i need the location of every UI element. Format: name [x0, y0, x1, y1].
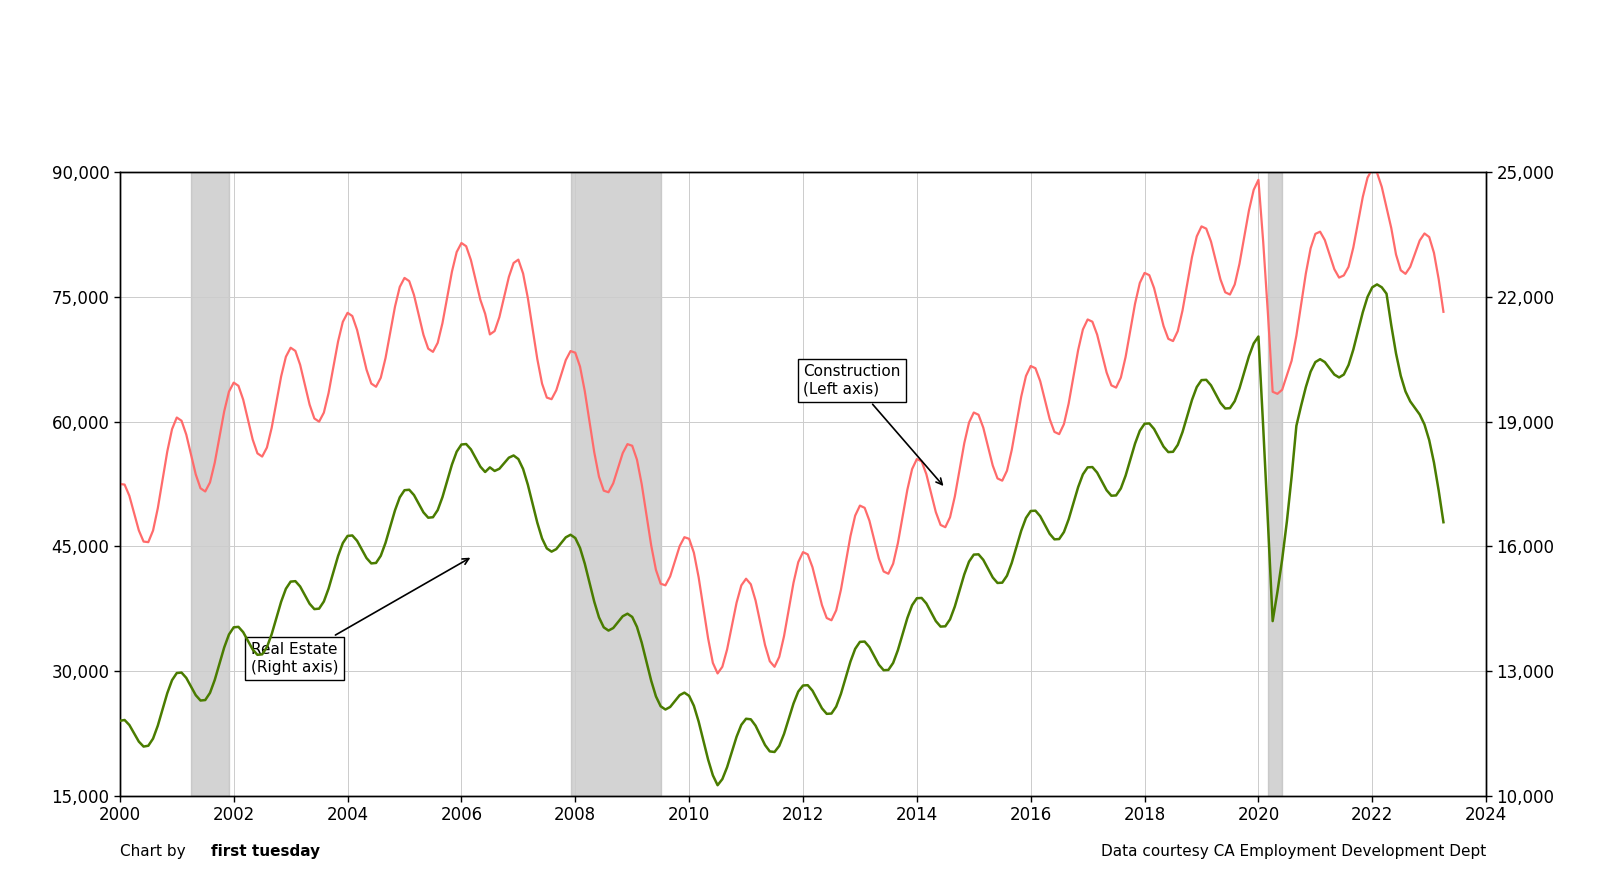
- Bar: [570, 172, 660, 796]
- Text: Construction
(​Left axis): Construction (​Left axis): [804, 364, 943, 484]
- Text: Chart by: Chart by: [120, 844, 190, 859]
- Bar: [192, 172, 229, 796]
- Text: first tuesday: first tuesday: [211, 844, 320, 859]
- Text: Sacramento County Employment: Construction & Real Estate Professions: Sacramento County Employment: Constructi…: [254, 25, 1344, 50]
- Text: Real Estate
(​Right axis): Real Estate (​Right axis): [251, 559, 468, 674]
- Text: Data courtesy CA Employment Development Dept: Data courtesy CA Employment Development …: [1101, 844, 1486, 859]
- Bar: [1269, 172, 1282, 796]
